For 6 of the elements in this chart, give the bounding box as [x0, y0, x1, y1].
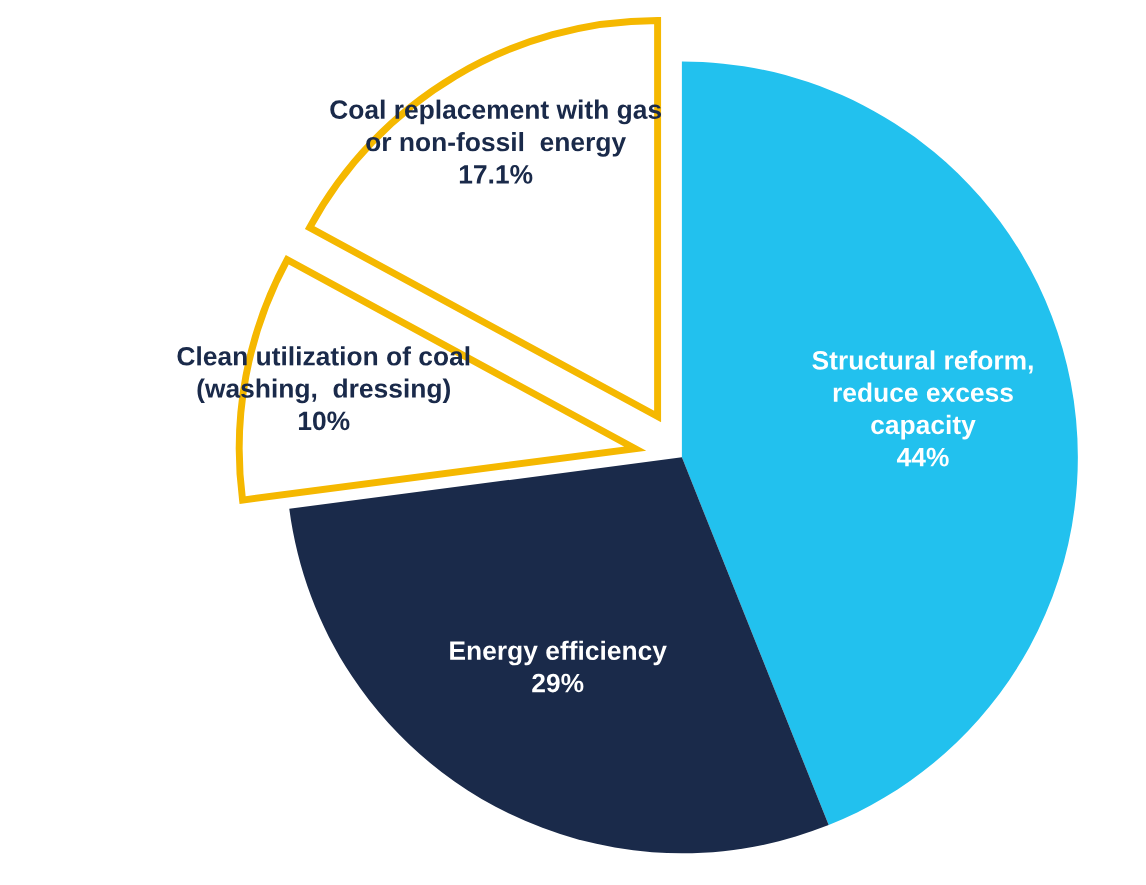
data-label: 17.1%	[459, 165, 533, 184]
data-label: 10%	[298, 411, 350, 431]
data-label: 29%	[532, 673, 584, 693]
data-label: 44%	[896, 447, 949, 467]
slice-label: Energy efficiency	[450, 640, 667, 666]
slice-label: Structural reform, reduce excess capacity	[812, 350, 1033, 440]
